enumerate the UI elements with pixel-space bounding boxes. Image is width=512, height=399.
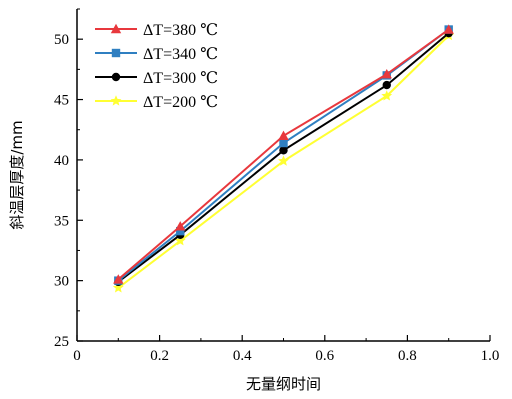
data-point bbox=[381, 68, 392, 79]
data-point bbox=[381, 90, 393, 101]
y-tick-label: 25 bbox=[54, 334, 69, 350]
data-point bbox=[382, 80, 391, 90]
legend-item: ΔT=380 ℃ bbox=[95, 22, 218, 39]
legend-label: ΔT=200 ℃ bbox=[143, 94, 218, 111]
data-point bbox=[279, 146, 288, 155]
y-tick-label: 35 bbox=[54, 213, 69, 229]
x-tick-label: 0.6 bbox=[315, 348, 334, 364]
data-point bbox=[278, 130, 289, 140]
y-axis-title: 斜温层厚度/mm bbox=[8, 120, 26, 229]
legend-item: ΔT=300 ℃ bbox=[95, 70, 218, 87]
legend-item: ΔT=200 ℃ bbox=[95, 94, 218, 111]
legend-marker bbox=[110, 23, 122, 34]
legend-marker bbox=[111, 48, 121, 58]
data-point bbox=[113, 274, 124, 284]
y-tick-label: 45 bbox=[54, 93, 69, 109]
axes: 0 0.2 0.4 0.6 0.8 1.0 25 30 35 40 45 50 bbox=[54, 8, 500, 364]
data-point bbox=[278, 155, 289, 166]
legend-label: ΔT=340 ℃ bbox=[143, 46, 218, 63]
x-tick-label: 0.2 bbox=[150, 348, 169, 364]
series-group bbox=[113, 24, 454, 284]
x-axis-title: 无量纲时间 bbox=[246, 375, 321, 393]
y-tick-label: 40 bbox=[54, 153, 69, 169]
data-point bbox=[279, 138, 288, 148]
data-point bbox=[443, 24, 454, 34]
legend-marker bbox=[110, 95, 122, 106]
data-point bbox=[112, 282, 124, 293]
legend-label: ΔT=300 ℃ bbox=[143, 70, 218, 87]
data-point bbox=[176, 226, 185, 236]
data-point bbox=[174, 235, 186, 246]
x-tick-label: 0.4 bbox=[233, 348, 252, 364]
legend-label: ΔT=380 ℃ bbox=[143, 22, 218, 39]
legend-item: ΔT=340 ℃ bbox=[95, 46, 218, 63]
series-line bbox=[117, 28, 450, 282]
data-point bbox=[175, 221, 186, 231]
y-tick-label: 50 bbox=[54, 32, 69, 48]
y-tick-label: 30 bbox=[54, 274, 69, 290]
x-tick-label: 0.8 bbox=[398, 348, 417, 364]
legend: ΔT=380 ℃ ΔT=340 ℃ ΔT=300 ℃ ΔT=200 ℃ bbox=[95, 22, 218, 111]
x-tick-label: 1.0 bbox=[481, 348, 500, 364]
x-tick-label: 0 bbox=[73, 348, 81, 364]
series-layer bbox=[112, 24, 455, 293]
legend-marker bbox=[111, 72, 121, 82]
